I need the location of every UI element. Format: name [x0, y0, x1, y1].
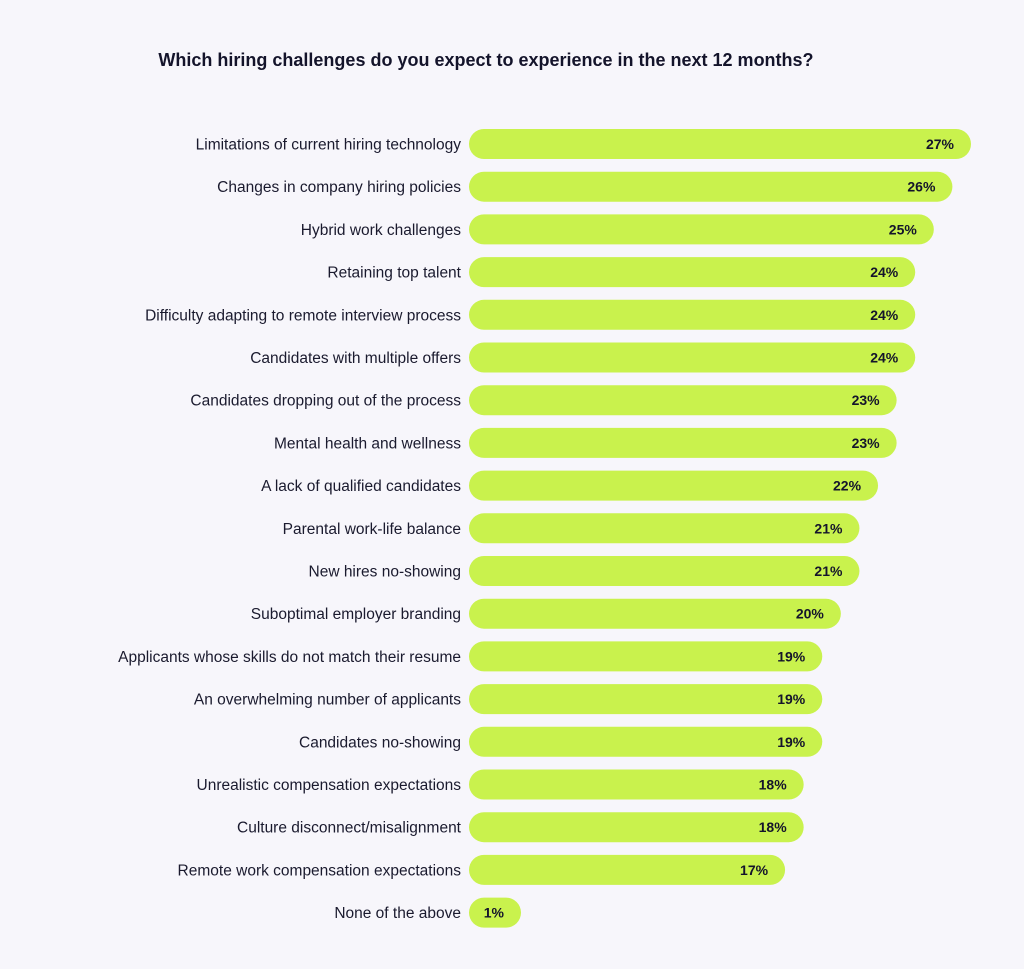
category-label: Culture disconnect/misalignment — [237, 820, 462, 837]
bar — [469, 470, 879, 501]
chart-title: Which hiring challenges do you expect to… — [158, 50, 814, 70]
bar — [469, 684, 823, 715]
value-label: 27% — [926, 136, 955, 152]
value-label: 24% — [870, 307, 899, 323]
category-label: Difficulty adapting to remote interview … — [145, 307, 461, 324]
bar — [469, 129, 971, 159]
bar — [469, 214, 934, 245]
bar — [469, 812, 804, 843]
bar — [469, 342, 916, 373]
bar — [469, 769, 804, 800]
value-label: 19% — [777, 691, 806, 707]
value-label: 1% — [484, 905, 505, 921]
value-label: 19% — [777, 648, 806, 664]
category-label: Remote work compensation expectations — [178, 862, 462, 879]
category-label: Hybrid work challenges — [301, 222, 461, 239]
bar — [469, 427, 897, 458]
category-label: Limitations of current hiring technology — [196, 137, 462, 154]
category-label: New hires no-showing — [309, 564, 462, 581]
value-label: 18% — [759, 777, 788, 793]
bar — [469, 513, 860, 544]
value-label: 21% — [814, 520, 843, 536]
category-label: Candidates dropping out of the process — [190, 393, 461, 410]
bar — [469, 556, 860, 586]
value-label: 20% — [796, 606, 825, 622]
category-label: Candidates with multiple offers — [250, 350, 461, 367]
category-label: Unrealistic compensation expectations — [197, 777, 462, 794]
value-label: 21% — [814, 563, 843, 579]
bar — [469, 171, 953, 202]
category-label: Parental work-life balance — [283, 521, 461, 538]
bar — [469, 385, 897, 416]
value-label: 22% — [833, 478, 862, 494]
value-label: 17% — [740, 862, 769, 878]
value-label: 19% — [777, 734, 806, 750]
bar — [469, 641, 823, 672]
category-label: Applicants whose skills do not match the… — [118, 649, 461, 666]
value-label: 24% — [870, 350, 899, 366]
category-label: Mental health and wellness — [274, 435, 461, 452]
category-label: A lack of qualified candidates — [261, 478, 461, 495]
value-label: 23% — [852, 435, 881, 451]
category-label: Changes in company hiring policies — [217, 179, 461, 196]
category-label: An overwhelming number of applicants — [194, 692, 461, 709]
value-label: 18% — [759, 819, 788, 835]
bar — [469, 299, 916, 330]
category-label: Suboptimal employer branding — [251, 606, 461, 623]
value-label: 24% — [870, 264, 899, 280]
bar — [469, 854, 786, 885]
value-label: 25% — [889, 221, 918, 237]
category-label: None of the above — [334, 905, 461, 922]
bar — [469, 726, 823, 757]
category-label: Candidates no-showing — [299, 734, 461, 751]
bar — [469, 257, 916, 288]
bar — [469, 897, 521, 928]
value-label: 26% — [907, 179, 936, 195]
value-label: 23% — [852, 392, 881, 408]
category-label: Retaining top talent — [327, 265, 461, 282]
bar — [469, 598, 841, 629]
